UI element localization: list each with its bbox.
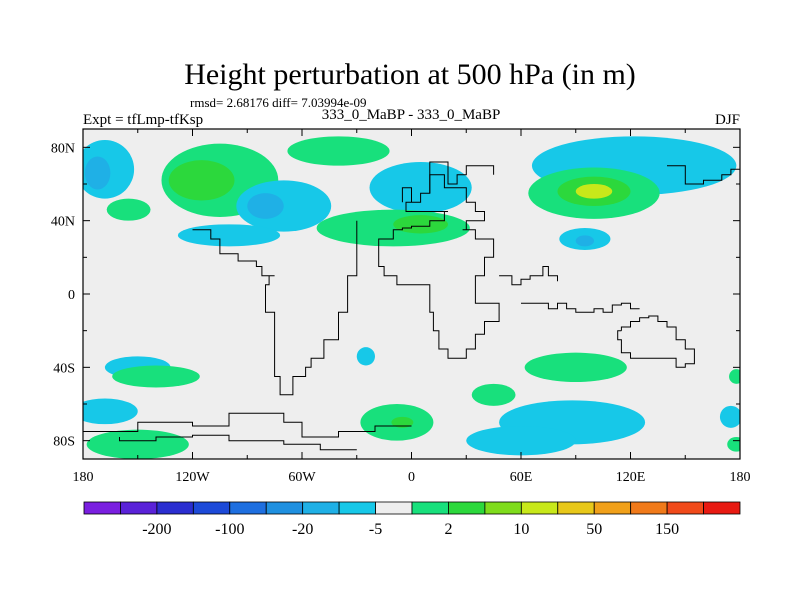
colorbar-swatch xyxy=(375,501,413,515)
colorbar-swatch xyxy=(703,501,741,515)
anomaly-yellow-siberia-core xyxy=(575,184,613,199)
y-axis: 80N 40N 0 40S 80S xyxy=(51,141,740,450)
y-tick-label: 80S xyxy=(53,435,75,450)
chart-title: Height perturbation at 500 hPa (in m) xyxy=(184,58,636,91)
expt-label: Expt = tfLmp-tfKsp xyxy=(83,112,203,128)
colorbar-swatch xyxy=(229,501,267,515)
anomaly-green-arc-southwest xyxy=(106,198,151,221)
anomaly-green-band-midlat-core xyxy=(393,215,448,234)
map-panel xyxy=(82,128,741,460)
x-tick-label: 180 xyxy=(73,470,94,485)
anomaly-green-indian-small xyxy=(471,383,516,406)
colorbar: -200 -100 -20 -5 2 10 50 150 xyxy=(83,501,741,538)
anomaly-blue-southern-indian-west xyxy=(466,426,576,456)
anomaly-blue-southern-ocean-east xyxy=(719,405,740,428)
y-tick-label: 40N xyxy=(51,215,75,230)
coastline-1 xyxy=(192,220,358,396)
y-tick-label: 80N xyxy=(51,141,75,156)
anomaly-green-indian-ocean xyxy=(524,352,627,383)
colorbar-swatch xyxy=(484,501,522,515)
colorbar-swatch xyxy=(156,501,194,515)
anomaly-blue-band-midlat xyxy=(177,224,281,247)
x-tick-label: 0 xyxy=(408,470,415,485)
colorbar-swatch xyxy=(557,501,595,515)
anomaly-green-antarctic-pac xyxy=(86,429,189,459)
anomaly-green-arc-atlantic-core xyxy=(168,160,235,201)
anomaly-blue-east-asia-core xyxy=(575,235,594,247)
colorbar-swatch xyxy=(448,501,486,515)
coastline-layer xyxy=(83,161,740,451)
colorbar-swatch xyxy=(265,501,304,515)
coastline-0 xyxy=(378,174,500,359)
anomaly-green-band-midlat xyxy=(316,209,470,247)
anomaly-blue-south-atlantic-small xyxy=(356,347,375,366)
coastline-6 xyxy=(429,161,495,194)
coastline-7 xyxy=(401,187,412,203)
colorbar-label: -5 xyxy=(369,521,382,538)
coastline-5 xyxy=(119,434,357,451)
anomaly-np-blue-west-core xyxy=(84,156,111,190)
season-label: DJF xyxy=(715,112,740,128)
center-label: 333_0_MaBP - 333_0_MaBP xyxy=(322,107,501,123)
colorbar-label: 150 xyxy=(655,521,679,538)
anomaly-blue-south-pacific-low xyxy=(83,398,138,425)
colorbar-swatch xyxy=(302,501,340,515)
colorbar-swatch xyxy=(411,501,449,515)
colorbar-swatch xyxy=(83,501,121,515)
colorbar-label: -200 xyxy=(142,521,171,538)
colorbar-swatch xyxy=(593,501,632,515)
colorbar-label: 2 xyxy=(444,521,452,538)
coastline-9 xyxy=(667,165,740,185)
y-tick-label: 40S xyxy=(53,361,75,376)
coastline-8 xyxy=(499,266,558,286)
x-tick-label: 60E xyxy=(510,470,533,485)
colorbar-label: 10 xyxy=(513,521,529,538)
coastline-4 xyxy=(83,412,412,438)
y-tick-label: 0 xyxy=(68,288,75,303)
colorbar-swatch xyxy=(666,501,704,515)
colorbar-swatch xyxy=(338,501,376,515)
x-tick-label: 120W xyxy=(175,470,210,485)
anomaly-blue-patch-europe xyxy=(369,162,472,214)
x-axis: 180 120W 60W 0 60E 120E 180 xyxy=(73,129,751,485)
anomaly-green-south-pacific xyxy=(112,365,200,388)
x-tick-label: 180 xyxy=(730,470,751,485)
coastline-2 xyxy=(521,302,640,313)
anomaly-green-southern-ocean-east-mid xyxy=(729,369,740,384)
colorbar-swatch xyxy=(630,501,668,515)
x-tick-label: 120E xyxy=(616,470,646,485)
x-tick-label: 60W xyxy=(288,470,316,485)
stats-label: rmsd= 2.68176 diff= 7.03994e-09 xyxy=(190,95,367,110)
coastline-3 xyxy=(617,315,695,368)
anomaly-blue-patch-north-atlantic-core xyxy=(247,193,284,219)
colorbar-label: -20 xyxy=(292,521,313,538)
anomaly-green-south-atlantic-core xyxy=(391,416,414,428)
anomaly-green-arc-northeast xyxy=(287,136,390,166)
colorbar-label: -100 xyxy=(215,521,244,538)
colorbar-swatch xyxy=(192,501,231,515)
colorbar-label: 50 xyxy=(586,521,602,538)
colorbar-swatch xyxy=(520,501,559,515)
colorbar-swatch xyxy=(120,501,158,515)
anomaly-green-southern-ocean-east xyxy=(727,437,740,452)
